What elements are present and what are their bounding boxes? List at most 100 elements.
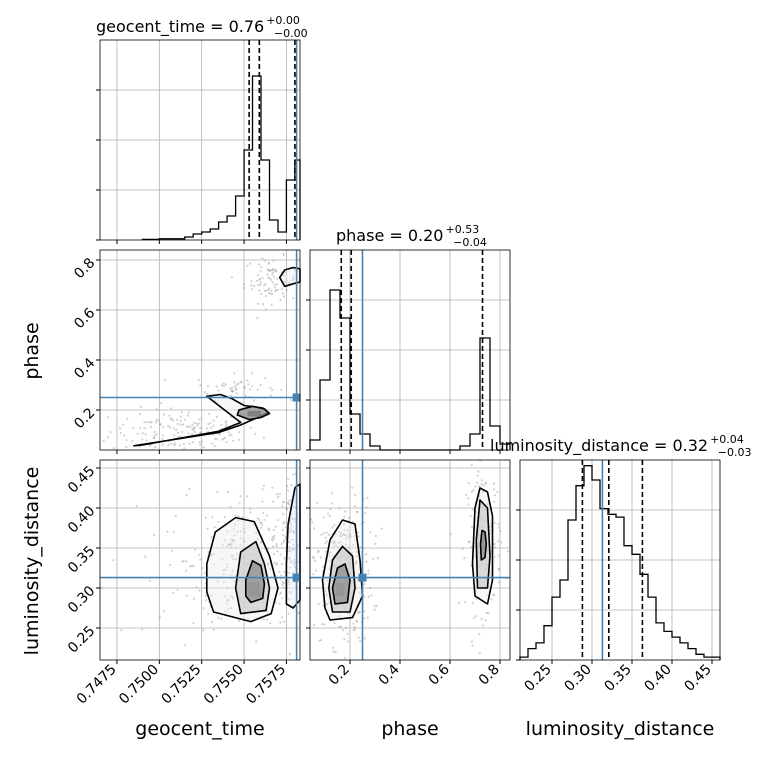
sample-point — [497, 567, 500, 571]
sample-point — [355, 620, 359, 623]
grid-1-1 — [310, 250, 510, 450]
sample-point — [172, 591, 175, 594]
sample-point — [478, 652, 481, 655]
sample-point — [222, 569, 225, 572]
sample-point — [271, 539, 274, 542]
sample-point — [172, 419, 175, 422]
sample-point — [150, 421, 153, 424]
sample-point — [272, 528, 275, 532]
sample-point — [232, 439, 235, 442]
y-tick-label-luminosity_distance: 0.40 — [65, 503, 98, 536]
sample-point — [259, 281, 263, 284]
sample-point — [497, 540, 500, 543]
y-tick-label-phase: 0.2 — [71, 405, 98, 432]
sample-point — [489, 522, 492, 525]
sample-point — [230, 276, 233, 279]
sample-point — [328, 514, 331, 518]
sample-point — [102, 439, 105, 442]
sample-point — [278, 602, 281, 606]
sample-point — [185, 494, 188, 497]
sample-point — [283, 570, 286, 573]
sample-point — [118, 427, 122, 430]
sample-point — [486, 502, 489, 506]
sample-point — [290, 560, 293, 563]
sample-point — [329, 508, 332, 511]
sample-point — [215, 438, 218, 441]
sample-point — [493, 543, 496, 546]
sample-point — [222, 437, 225, 440]
sample-point — [272, 537, 275, 540]
sample-point — [289, 590, 292, 593]
sample-point — [179, 415, 182, 418]
sample-point — [274, 269, 277, 272]
sample-point — [489, 532, 492, 535]
sample-point — [296, 544, 300, 547]
sample-point — [366, 616, 369, 620]
sample-point — [177, 431, 180, 434]
sample-point — [210, 536, 213, 539]
sample-point — [276, 519, 279, 522]
sample-point — [292, 547, 295, 551]
sample-point — [262, 436, 265, 439]
sample-point — [369, 531, 372, 534]
sample-point — [293, 500, 296, 504]
sample-point — [237, 382, 240, 385]
sample-point — [152, 533, 155, 537]
sample-point — [122, 423, 125, 426]
sample-point — [161, 437, 164, 440]
sample-point — [262, 618, 265, 621]
sample-point — [231, 390, 234, 393]
sample-point — [287, 581, 290, 584]
sample-point — [220, 423, 223, 426]
sample-point — [292, 562, 296, 565]
sample-point — [489, 529, 492, 532]
sample-point — [283, 620, 286, 623]
sample-point — [106, 436, 110, 439]
sample-point — [375, 604, 378, 608]
sample-point — [235, 383, 238, 386]
sample-point — [449, 533, 452, 536]
sample-point — [339, 541, 342, 544]
sample-point — [313, 527, 316, 530]
title-luminosity_distance: luminosity_distance = 0.32 +0.04 −0.03 — [490, 433, 752, 459]
sample-point — [202, 446, 205, 449]
sample-point — [215, 385, 218, 388]
sample-point — [280, 287, 283, 291]
sample-point — [180, 411, 183, 414]
sample-point — [226, 490, 229, 494]
sample-point — [229, 606, 232, 610]
sample-point — [292, 530, 295, 533]
sample-point — [474, 589, 478, 592]
sample-point — [131, 440, 134, 443]
y-tick-label-phase: 0.8 — [71, 255, 98, 282]
sample-point — [492, 488, 496, 491]
sample-point — [163, 379, 166, 382]
sample-point — [246, 264, 249, 267]
sample-point — [112, 559, 115, 562]
sample-point — [339, 625, 342, 628]
sample-point — [374, 534, 377, 538]
sample-point — [267, 289, 270, 292]
sample-point — [268, 528, 271, 532]
sample-point — [225, 586, 228, 590]
sample-point — [352, 544, 355, 547]
sample-point — [246, 379, 249, 382]
sample-point — [172, 427, 175, 430]
sample-point — [273, 283, 276, 286]
sample-point — [287, 550, 290, 553]
sample-point — [484, 619, 487, 622]
sample-point — [343, 638, 346, 641]
sample-point — [342, 532, 345, 536]
sample-point — [221, 544, 224, 547]
sample-point — [291, 530, 294, 533]
sample-point — [333, 540, 336, 543]
sample-point — [212, 563, 215, 566]
x-tick-label-geocent_time: 0.7500 — [116, 662, 162, 708]
sample-point — [474, 485, 477, 488]
sample-point — [476, 474, 479, 477]
sample-point — [209, 421, 212, 424]
sample-point — [475, 511, 478, 514]
sample-point — [154, 421, 158, 424]
sample-point — [284, 271, 287, 274]
sample-point — [322, 565, 325, 568]
